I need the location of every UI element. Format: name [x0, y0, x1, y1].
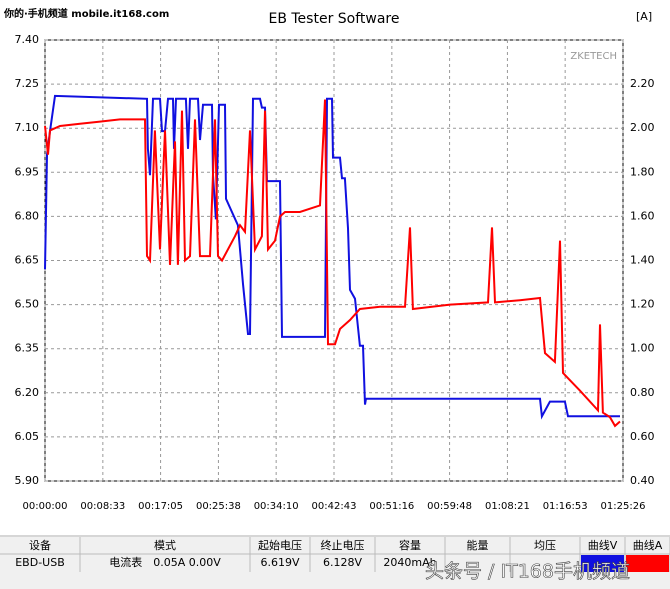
y-tick-label: 6.65 — [15, 254, 40, 267]
table-cell: 电流表 0.05A 0.00V — [109, 555, 221, 569]
y2-tick-label: 1.40 — [630, 254, 655, 267]
table-header: 容量 — [399, 538, 421, 552]
watermark: 你的·手机频道 mobile.it168.com — [3, 7, 169, 20]
x-tick-label: 00:25:38 — [196, 501, 241, 512]
y2-tick-label: 1.20 — [630, 298, 655, 311]
y-tick-label: 7.25 — [15, 77, 40, 90]
table-cell: EBD-USB — [15, 556, 65, 569]
y2-tick-label: 0.40 — [630, 474, 655, 487]
watermark: 头条号 / IT168手机频道 — [425, 561, 630, 583]
plot-layer: 5.90 6.05 6.20 6.35 6.50 6.65 6.80 6.95 7.10 7.25… — [15, 33, 655, 512]
x-tick-label: 01:08:21 — [485, 501, 530, 512]
y2-tick-label: 0.60 — [630, 430, 655, 443]
summary-table: 设备 模式 起始电压 终止电压 容量 能量 均压 曲线V 曲线A EBD-USB 电流表 0.05A… — [0, 535, 670, 572]
x-tick-label: 00:34:10 — [254, 501, 299, 512]
table-header: 起始电压 — [258, 538, 302, 552]
table-header: 均压 — [534, 539, 556, 552]
y-tick-label: 6.95 — [15, 165, 40, 178]
series-line — [44, 99, 621, 428]
table-header: 曲线A — [633, 538, 663, 552]
y2-tick-label: 2.20 — [630, 77, 655, 90]
table-cell: 6.128V — [323, 556, 362, 569]
table-header: 设备 — [29, 538, 51, 552]
table-header: 终止电压 — [321, 538, 365, 552]
table-cell: 6.619V — [260, 556, 299, 569]
y-tick-label: 6.35 — [15, 342, 40, 355]
y-tick-label: 5.90 — [15, 474, 40, 487]
x-tick-label: 00:59:48 — [427, 501, 472, 512]
x-tick-label: 01:16:53 — [543, 501, 588, 512]
x-tick-label: 00:17:05 — [138, 501, 183, 512]
brand: ZKETECH — [570, 51, 617, 62]
y2-tick-label: 1.60 — [630, 209, 655, 222]
x-tick-label: 00:00:00 — [23, 501, 68, 512]
x-tick-label: 00:08:33 — [80, 501, 125, 512]
y-tick-label: 6.05 — [15, 430, 40, 443]
y2-tick-label: 1.00 — [630, 342, 655, 355]
x-tick-label: 01:25:26 — [601, 501, 646, 512]
table-cell: 2040mAh — [383, 556, 436, 569]
y2-tick-label: 0.80 — [630, 386, 655, 399]
table-header: 模式 — [154, 539, 176, 552]
legend-swatch — [581, 555, 624, 572]
y-tick-label: 7.10 — [15, 121, 40, 134]
y-tick-label: 6.20 — [15, 386, 40, 399]
y2-axis-label: [A] — [636, 10, 652, 23]
y-tick-label: 6.80 — [15, 209, 40, 222]
table-header: 能量 — [467, 538, 489, 552]
y-tick-label: 7.40 — [15, 33, 40, 46]
y2-tick-label: 1.80 — [630, 165, 655, 178]
y2-tick-label: 2.00 — [630, 121, 655, 134]
legend-swatch — [626, 555, 669, 572]
x-tick-label: 00:51:16 — [369, 501, 414, 512]
table-header: 曲线V — [588, 538, 618, 552]
x-tick-label: 00:42:43 — [312, 501, 357, 512]
table-bg — [0, 535, 670, 589]
chart-title: EB Tester Software — [268, 11, 399, 27]
y-tick-label: 6.50 — [15, 298, 40, 311]
